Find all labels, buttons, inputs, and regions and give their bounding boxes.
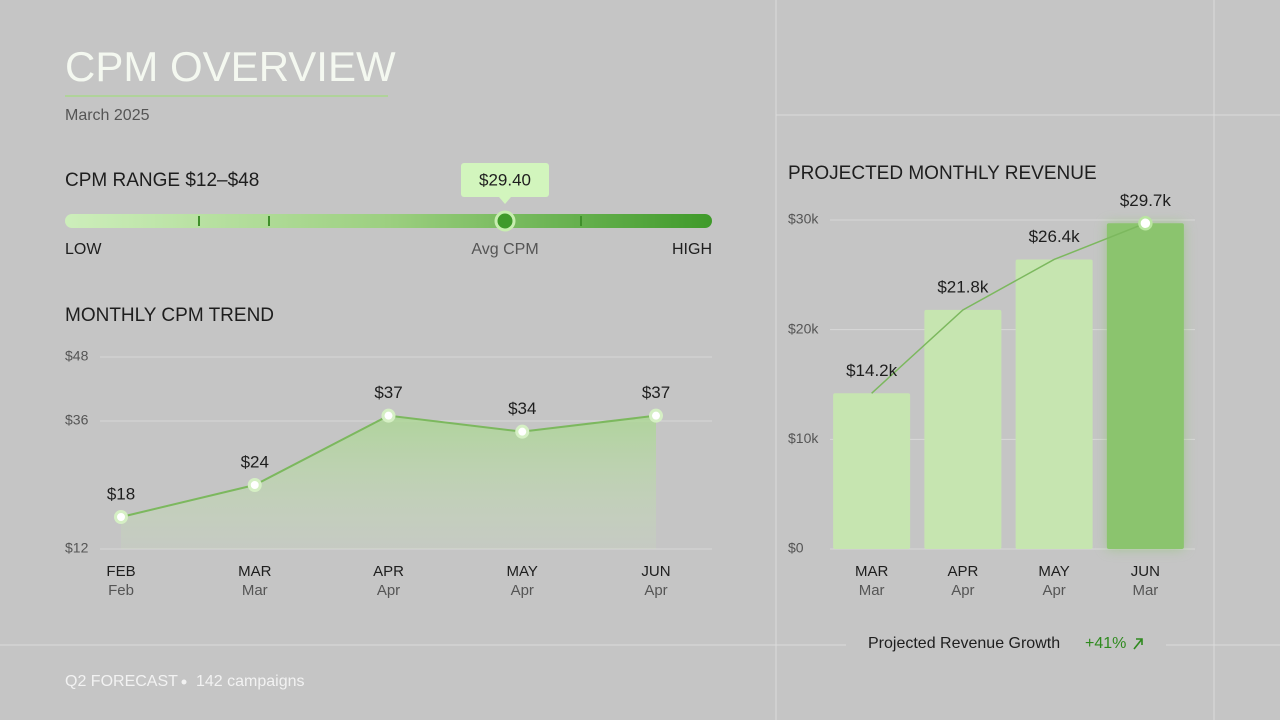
tooltip-text: $29.40 [479, 170, 531, 189]
x-tick-label: MAR [238, 563, 272, 580]
value-label: $34 [508, 399, 536, 418]
value-label: $21.8k [937, 277, 989, 296]
growth-label: Projected Revenue Growth [868, 635, 1060, 652]
x-tick-sublabel: Feb [108, 582, 134, 599]
chart-title: MONTHLY CPM TREND [65, 305, 274, 326]
x-tick-label: FEB [106, 563, 135, 580]
bar [1106, 223, 1184, 550]
point [247, 478, 262, 492]
value-label: $14.2k [846, 361, 898, 380]
x-tick-sublabel: Mar [859, 582, 885, 599]
range-label: CPM RANGE $12–$48 [65, 170, 259, 191]
y-tick-label: $48 [65, 348, 89, 364]
footer-text: Q2 FORECAST [65, 673, 178, 690]
footer-dot [181, 679, 187, 685]
chart-title: PROJECTED MONTHLY REVENUE [788, 163, 1097, 184]
high-label: HIGH [672, 241, 712, 258]
x-tick-label: MAR [855, 563, 889, 580]
bar [833, 393, 911, 549]
value-label: $18 [107, 484, 135, 503]
point [114, 510, 128, 524]
page-title: CPM OVERVIEW [65, 43, 396, 90]
range-slider [65, 214, 712, 228]
tooltip-pointer [499, 197, 511, 204]
x-tick-sublabel: Apr [511, 582, 534, 599]
point [515, 424, 530, 439]
bar [1015, 259, 1093, 549]
value-label: $37 [374, 383, 402, 402]
x-tick-sublabel: Apr [1042, 582, 1065, 599]
x-tick-label: MAY [507, 563, 538, 580]
y-tick-label: $36 [65, 412, 89, 428]
x-tick-label: JUN [1131, 563, 1160, 580]
low-label: LOW [65, 241, 102, 258]
value-label: $26.4k [1029, 227, 1081, 246]
x-tick-label: APR [947, 563, 978, 580]
y-tick-label: $12 [65, 540, 89, 556]
end-point [1138, 216, 1153, 231]
y-tick-label: $10k [788, 430, 819, 446]
tooltip [461, 163, 549, 197]
slider-ticks [198, 216, 582, 226]
x-tick-sublabel: Mar [242, 582, 268, 599]
x-tick-sublabel: Apr [644, 582, 667, 599]
x-tick-label: JUN [641, 563, 670, 580]
y-tick-label: $30k [788, 211, 819, 227]
x-tick-label: APR [373, 563, 404, 580]
marker-label: Avg CPM [471, 241, 538, 258]
trend-line [871, 222, 1146, 394]
point [381, 408, 396, 423]
growth-arrow [1133, 638, 1143, 650]
y-tick-label: $0 [788, 540, 804, 556]
value-label: $24 [241, 452, 269, 471]
bar [924, 309, 1002, 549]
subtitle: March 2025 [65, 107, 150, 124]
range-marker[interactable] [494, 210, 516, 232]
x-tick-sublabel: Apr [377, 582, 400, 599]
x-tick-sublabel: Mar [1132, 582, 1158, 599]
growth-value: +41% [1085, 635, 1126, 652]
value-label: $29.7k [1120, 191, 1172, 210]
x-tick-label: MAY [1038, 563, 1069, 580]
point [649, 408, 663, 423]
y-tick-label: $20k [788, 320, 819, 336]
value-label: $37 [642, 383, 670, 402]
footer-campaigns: 142 campaigns [196, 673, 305, 690]
x-tick-sublabel: Apr [951, 582, 974, 599]
area [121, 415, 656, 549]
